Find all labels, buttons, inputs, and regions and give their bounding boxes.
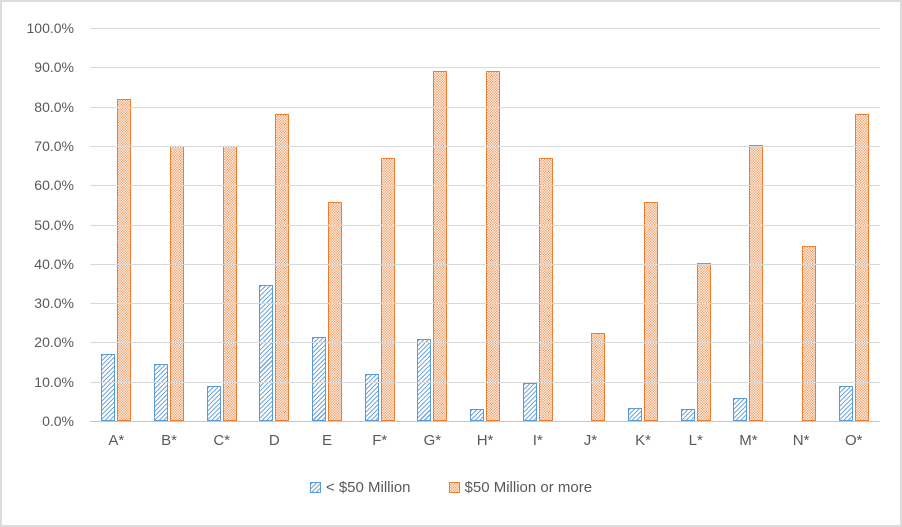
bar-50-million-or-more (749, 145, 764, 421)
bar-group (90, 28, 143, 421)
legend: < $50 Million $50 Million or more (2, 479, 900, 496)
x-axis-tick-label: K* (635, 432, 651, 449)
x-axis: A* B* C* D E F* G* H* I* J* K* L* M* N* O* (90, 432, 880, 449)
x-axis-tick-label: C* (213, 432, 231, 449)
legend-label: < $50 Million (325, 479, 411, 496)
bar-group (301, 28, 354, 421)
bar-50-million-or-more (802, 246, 817, 421)
y-axis-tick-label: 40.0% (34, 256, 74, 272)
bar-50-million-or-more (644, 202, 659, 421)
gridline (90, 421, 880, 422)
gridline (90, 342, 880, 343)
x-axis-tick-label: D (268, 432, 280, 449)
bar-group (353, 28, 406, 421)
bar-group (143, 28, 196, 421)
bar-lt-50-million (628, 408, 643, 421)
bar-lt-50-million (680, 409, 695, 421)
x-axis-tick-label: L* (688, 432, 703, 449)
y-axis-tick-label: 70.0% (34, 138, 74, 154)
bar-lt-50-million (101, 354, 116, 421)
gridline (90, 107, 880, 108)
bar-50-million-or-more (380, 158, 395, 421)
gridline (90, 264, 880, 265)
gridline (90, 185, 880, 186)
x-axis-tick-label: B* (161, 432, 177, 449)
y-axis-tick-label: 20.0% (34, 334, 74, 350)
legend-label: $50 Million or more (464, 479, 593, 496)
x-axis-tick-label: H* (476, 432, 494, 449)
y-axis-tick-label: 10.0% (34, 374, 74, 390)
bar-50-million-or-more (222, 146, 237, 421)
x-axis-tick-label: N* (792, 432, 810, 449)
bar-50-million-or-more (170, 146, 184, 421)
bar-lt-50-million (259, 285, 274, 421)
x-axis-tick-label: E (322, 432, 333, 449)
gridline (90, 146, 880, 147)
bar-lt-50-million (154, 364, 168, 421)
plot-area (90, 28, 880, 422)
x-axis-tick-label: F* (372, 432, 388, 449)
bar-50-million-or-more (854, 114, 869, 421)
x-axis-tick-label: A* (108, 432, 125, 449)
legend-swatch-lt-50-million (309, 482, 321, 493)
gridline (90, 382, 880, 383)
bar-group (248, 28, 301, 421)
x-axis-tick-label: G* (423, 432, 442, 449)
bar-lt-50-million (364, 374, 379, 421)
bar-group (722, 28, 775, 421)
gridline (90, 67, 880, 68)
bar-group (195, 28, 248, 421)
bar-50-million-or-more (117, 99, 132, 421)
bar-lt-50-million (733, 398, 748, 421)
gridline (90, 225, 880, 226)
bar-lt-50-million (522, 383, 537, 421)
y-axis-tick-label: 30.0% (34, 295, 74, 311)
bar-lt-50-million (838, 386, 853, 421)
bar-group (827, 28, 880, 421)
x-axis-tick-label: I* (532, 432, 543, 449)
bar-group (617, 28, 670, 421)
bar-lt-50-million (206, 386, 221, 421)
bar-50-million-or-more (328, 202, 343, 421)
bar-lt-50-million (312, 337, 327, 421)
legend-item-50-million-or-more: $50 Million or more (448, 479, 593, 496)
bar-50-million-or-more (275, 114, 290, 421)
gridline (90, 303, 880, 304)
y-axis-tick-label: 0.0% (42, 413, 74, 429)
bar-50-million-or-more (538, 158, 553, 421)
x-axis-tick-label: J* (583, 432, 598, 449)
gridline (90, 28, 880, 29)
bar-50-million-or-more (486, 71, 501, 421)
legend-swatch-50-million-or-more (448, 482, 460, 493)
y-axis-tick-label: 50.0% (34, 217, 74, 233)
y-axis-tick-label: 100.0% (26, 20, 74, 36)
bar-group (775, 28, 828, 421)
bar-group (564, 28, 617, 421)
x-axis-tick-label: O* (844, 432, 863, 449)
y-axis-tick-label: 80.0% (34, 99, 74, 115)
bar-group (511, 28, 564, 421)
bar-lt-50-million (417, 339, 432, 421)
bar-50-million-or-more (591, 333, 606, 421)
bar-group (459, 28, 512, 421)
y-axis-tick-label: 90.0% (34, 59, 74, 75)
y-axis-tick-label: 60.0% (34, 177, 74, 193)
legend-item-lt-50-million: < $50 Million (309, 479, 411, 496)
bar-group (406, 28, 459, 421)
bar-50-million-or-more (433, 71, 448, 421)
bar-lt-50-million (470, 409, 485, 421)
x-axis-tick-label: M* (739, 432, 758, 449)
